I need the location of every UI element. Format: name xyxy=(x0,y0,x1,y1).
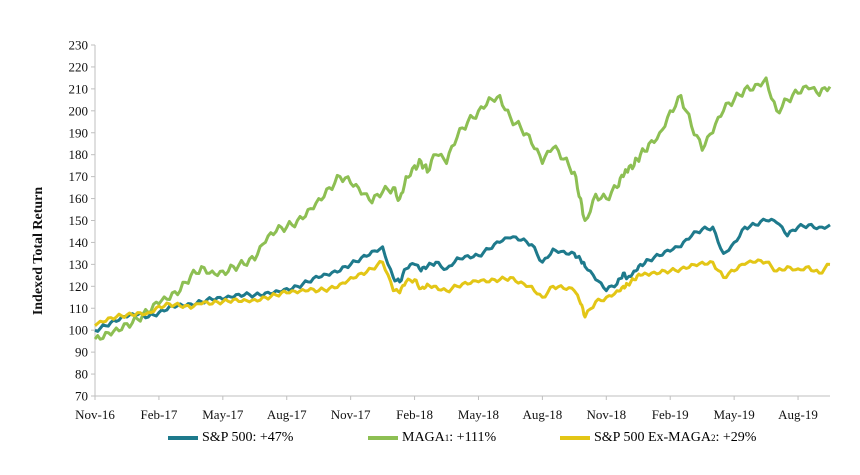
legend-label-sp500: S&P 500: +47% xyxy=(202,430,294,445)
y-tick-label: 90 xyxy=(75,345,88,360)
x-tick-label: Aug-19 xyxy=(778,407,818,422)
x-tick-label: May-18 xyxy=(458,407,499,422)
legend-swatch-sp500-ex-maga xyxy=(560,436,590,440)
legend-label-sp500-ex-maga: S&P 500 Ex-MAGA xyxy=(594,430,711,445)
series-line-maga xyxy=(93,76,832,341)
y-tick-label: 140 xyxy=(69,235,89,250)
series-line-sp500 xyxy=(94,217,831,333)
x-tick-label: Aug-17 xyxy=(267,407,307,422)
y-tick-label: 230 xyxy=(69,38,89,53)
y-tick-label: 100 xyxy=(69,323,89,338)
x-tick-label: Feb-17 xyxy=(140,407,177,422)
y-tick-label: 170 xyxy=(69,169,89,184)
legend-item-sp500-ex-maga: S&P 500 Ex-MAGA 2: +29% xyxy=(560,430,756,446)
y-tick-label: 200 xyxy=(69,103,89,118)
y-tick-label: 190 xyxy=(69,125,89,140)
y-tick-label: 70 xyxy=(75,389,88,404)
legend-label-maga: MAGA xyxy=(402,430,445,445)
series-lines xyxy=(93,76,832,341)
x-tick-label: Nov-16 xyxy=(75,407,115,422)
y-tick-label: 80 xyxy=(75,367,88,382)
legend-item-maga: MAGA 1: +111% xyxy=(368,430,496,446)
legend: S&P 500: +47% MAGA 1: +111% S&P 500 Ex-MA… xyxy=(0,430,860,452)
y-tick-label: 110 xyxy=(69,301,88,316)
y-tick-label: 130 xyxy=(69,257,89,272)
x-tick-label: May-17 xyxy=(202,407,244,422)
y-tick-label: 210 xyxy=(69,81,89,96)
legend-value-sp500-ex-maga: : +29% xyxy=(715,430,757,445)
x-tick-label: Feb-19 xyxy=(652,407,689,422)
legend-swatch-maga xyxy=(368,436,398,440)
y-tick-label: 160 xyxy=(69,191,89,206)
y-tick-label: 120 xyxy=(69,279,89,294)
x-tick-label: Nov-17 xyxy=(331,407,371,422)
legend-swatch-sp500 xyxy=(168,436,198,440)
y-tick-label: 220 xyxy=(69,59,89,74)
x-tick-label: Feb-18 xyxy=(396,407,433,422)
legend-value-maga: : +111% xyxy=(449,430,497,445)
legend-item-sp500: S&P 500: +47% xyxy=(168,430,293,446)
x-tick-label: Aug-18 xyxy=(523,407,563,422)
y-axis-label: Indexed Total Return xyxy=(31,187,46,316)
y-tick-label: 150 xyxy=(69,213,89,228)
y-tick-label: 180 xyxy=(69,147,89,162)
x-tick-label: Nov-18 xyxy=(586,407,626,422)
x-tick-label: May-19 xyxy=(714,407,755,422)
y-axis-ticks: 230 220 210 200 190 180 170 160 150 140 130 120 110 1… xyxy=(69,38,95,404)
series-line-sp500-ex-maga xyxy=(94,258,831,327)
x-axis-ticks: Nov-16 Feb-17 May-17 Aug-17 Nov-17 Feb-18 May-… xyxy=(75,396,818,422)
